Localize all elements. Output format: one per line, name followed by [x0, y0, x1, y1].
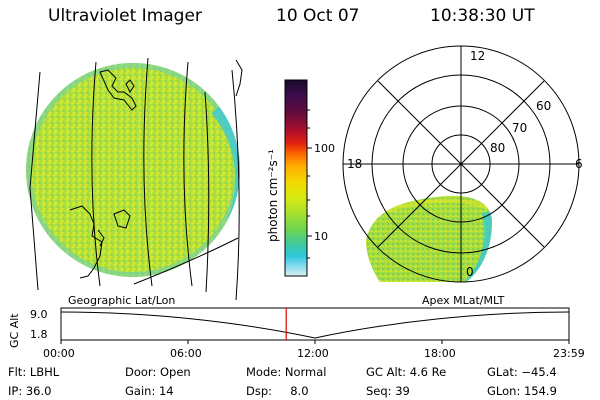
colorbar-gradient — [284, 79, 308, 277]
geographic-image — [26, 57, 243, 301]
info-mode: Mode: Normal — [246, 365, 326, 379]
lat-label-80: 80 — [490, 141, 505, 155]
altitude-ylabel: GC Alt — [8, 313, 21, 348]
time-label: 10:38:30 UT — [430, 6, 535, 26]
info-glat: GLat: −45.4 — [487, 365, 557, 379]
altitude-ytick-low: 1.8 — [30, 328, 48, 341]
date-label: 10 Oct 07 — [276, 6, 360, 26]
time-tick-4: 23:59 — [553, 347, 585, 360]
info-dsp: Dsp: 8.0 — [246, 384, 309, 398]
info-gain: Gain: 14 — [125, 384, 174, 398]
info-gc-alt: GC Alt: 4.6 Re — [366, 365, 446, 379]
polar-plot: 12 18 6 0 60 70 80 — [342, 45, 583, 283]
lat-label-70: 70 — [512, 121, 527, 135]
info-flt: Flt: LBHL — [8, 365, 60, 379]
altitude-frame — [60, 307, 570, 341]
mlt-label-6: 6 — [575, 157, 583, 171]
time-tick-0: 00:00 — [43, 347, 75, 360]
time-tick-1: 06:00 — [170, 347, 202, 360]
geo-frame-label: Geographic Lat/Lon — [68, 294, 175, 307]
info-glon: GLon: 154.9 — [487, 384, 557, 398]
image-disk — [26, 63, 240, 277]
mlt-line-diag-2 — [377, 80, 545, 248]
instrument-title: Ultraviolet Imager — [48, 6, 202, 26]
mlt-label-0: 0 — [466, 265, 474, 279]
colorbar-unit-label: photon cm⁻²s⁻¹ — [266, 149, 280, 242]
lat-label-60: 60 — [536, 99, 551, 113]
info-ip: IP: 36.0 — [8, 384, 51, 398]
info-door: Door: Open — [125, 365, 191, 379]
colorbar-label-100: 100 — [314, 142, 335, 155]
colorbar-label-10: 10 — [314, 230, 328, 243]
colorbar: 100 10 photon cm⁻²s⁻¹ — [266, 79, 335, 277]
time-tick-2: 12:00 — [297, 347, 329, 360]
polar-grid — [342, 45, 580, 283]
mlt-label-18: 18 — [347, 157, 362, 171]
altitude-ytick-high: 9.0 — [30, 308, 48, 321]
coastlines — [69, 59, 243, 279]
info-seq: Seq: 39 — [366, 384, 410, 398]
polar-frame-label: Apex MLat/MLT — [422, 294, 505, 307]
mlt-label-12: 12 — [470, 49, 485, 63]
altitude-plot: GC Alt 9.0 1.8 00:00 06:00 12:00 18:00 2… — [8, 307, 585, 360]
meridian-lines — [29, 57, 240, 301]
status-info: Flt: LBHL Door: Open Mode: Normal GC Alt… — [8, 365, 557, 398]
time-tick-3: 18:00 — [424, 347, 456, 360]
altitude-curve — [60, 311, 570, 339]
